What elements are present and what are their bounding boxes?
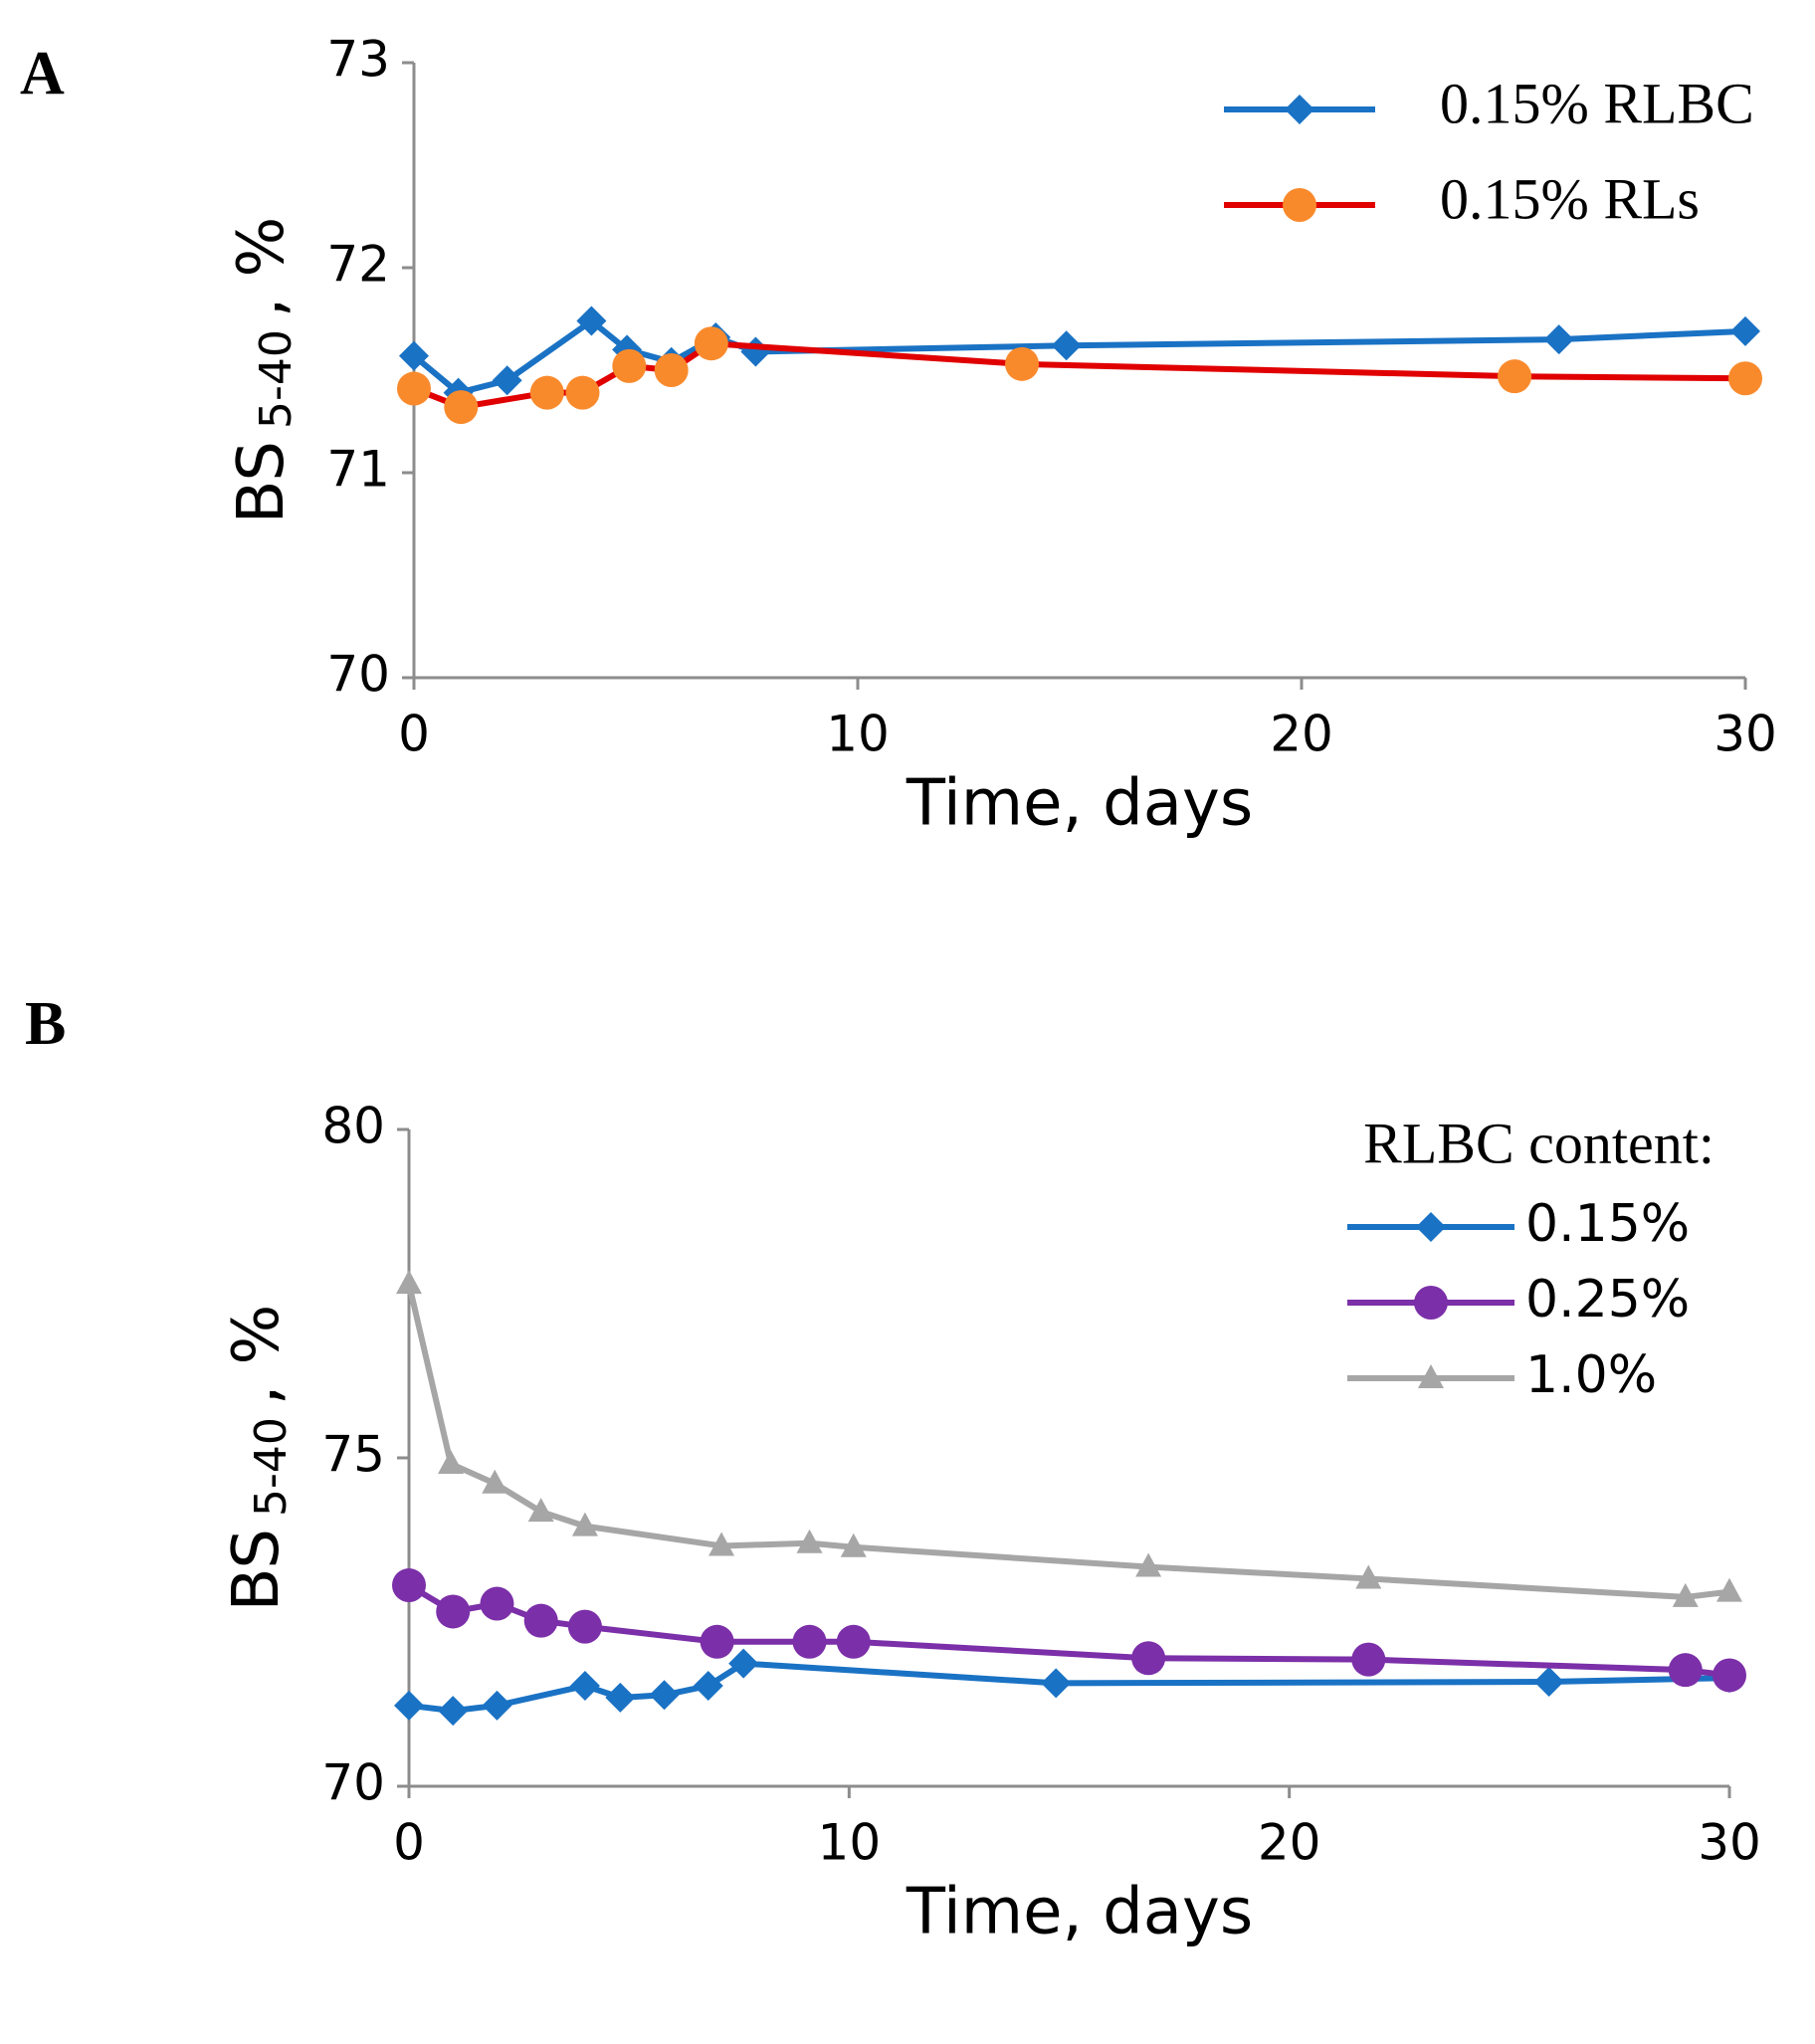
legend-title: RLBC content: [1363, 1111, 1714, 1175]
y-tick-label: 80 [321, 1098, 385, 1155]
marker [492, 365, 522, 396]
marker [565, 375, 600, 410]
marker [836, 1624, 871, 1659]
y-title-unit: , % [225, 217, 299, 318]
chart: A 70 71 72 73 0 10 20 30 Time, days BS 5-40 , % 0.15%… [20, 31, 1777, 841]
series-line [407, 1582, 1730, 1679]
marker [649, 1680, 680, 1711]
marker [399, 340, 429, 371]
legend-marker [1418, 1364, 1444, 1388]
marker [612, 348, 647, 383]
marker [694, 326, 728, 361]
marker [1131, 1641, 1166, 1676]
y-title-unit: , % [220, 1305, 294, 1406]
marker [693, 1671, 723, 1702]
marker [444, 390, 479, 425]
legend-marker [1283, 188, 1316, 222]
marker [1355, 1564, 1382, 1589]
y-axis-title: BS 5-40 , % [220, 1305, 297, 1612]
marker [438, 1449, 465, 1474]
marker [1533, 1667, 1564, 1698]
marker [482, 1690, 512, 1721]
marker [576, 306, 607, 336]
y-title-sub: 5-40 [251, 329, 302, 429]
series-line [412, 317, 1746, 396]
marker [1051, 330, 1082, 361]
marker [527, 1498, 554, 1523]
x-axis-title: Time, days [906, 1876, 1253, 1949]
legend-marker [1416, 1212, 1446, 1242]
marker [436, 1594, 471, 1629]
marker [571, 1512, 598, 1536]
y-title-main: BS [225, 441, 299, 523]
marker [796, 1529, 823, 1553]
marker [792, 1624, 827, 1659]
y-title-sub: 5-40 [246, 1417, 297, 1517]
marker [1730, 315, 1760, 346]
legend-label: 0.25% [1525, 1270, 1690, 1329]
marker [840, 1533, 867, 1557]
y-axis-title: BS 5-40 , % [225, 217, 302, 524]
marker [1005, 346, 1040, 381]
marker [1041, 1668, 1072, 1699]
marker [1135, 1552, 1162, 1577]
marker [605, 1682, 636, 1713]
marker [523, 1603, 558, 1638]
x-axis-title: Time, days [906, 767, 1253, 841]
series-line [406, 1283, 1730, 1600]
y-tick-label: 72 [326, 236, 390, 294]
marker [1672, 1582, 1699, 1607]
marker [1728, 361, 1762, 396]
series-line [412, 340, 1746, 411]
legend-marker [1285, 95, 1314, 124]
x-tick-label: 10 [818, 1814, 882, 1872]
marker [654, 353, 689, 387]
x-tick-label: 0 [398, 706, 430, 763]
x-tick-label: 10 [826, 706, 890, 763]
marker [1716, 1577, 1742, 1602]
y-tick-label: 70 [326, 646, 390, 704]
panel-label: B [25, 990, 66, 1058]
panel-label: A [20, 40, 65, 107]
marker [1498, 359, 1532, 394]
marker [438, 1696, 469, 1727]
marker [482, 1469, 508, 1494]
series-line [408, 1660, 1730, 1715]
marker [708, 1532, 735, 1556]
marker [1543, 324, 1574, 355]
marker [569, 1671, 600, 1702]
x-tick-label: 30 [1698, 1814, 1761, 1872]
marker [1668, 1653, 1703, 1688]
chart: B 70 75 80 0 10 20 30 Time, days BS 5-40 , % 0.15% 0.… [25, 990, 1761, 1948]
y-tick-label: 71 [326, 441, 390, 499]
marker [740, 336, 771, 367]
y-tick-label: 70 [321, 1754, 385, 1812]
x-tick-label: 20 [1258, 1814, 1321, 1872]
legend-marker [1414, 1286, 1448, 1320]
x-tick-label: 30 [1714, 706, 1777, 763]
marker [392, 1568, 426, 1603]
marker [394, 1690, 424, 1721]
marker [396, 1270, 422, 1295]
marker [529, 375, 564, 410]
y-tick-label: 73 [326, 31, 390, 89]
marker [1713, 1658, 1746, 1693]
legend-label: 0.15% [1525, 1194, 1690, 1254]
marker [480, 1586, 514, 1621]
x-tick-label: 0 [393, 1814, 425, 1872]
y-tick-label: 75 [321, 1426, 385, 1484]
legend-label: 0.15% RLBC [1440, 71, 1754, 135]
marker [728, 1648, 759, 1679]
marker [397, 371, 431, 406]
marker [567, 1609, 602, 1644]
marker [700, 1624, 734, 1659]
y-title-main: BS [220, 1529, 294, 1611]
x-tick-label: 20 [1270, 706, 1333, 763]
legend-label: 0.15% RLs [1440, 166, 1700, 231]
marker [1351, 1642, 1386, 1677]
legend-label: 1.0% [1525, 1345, 1657, 1405]
